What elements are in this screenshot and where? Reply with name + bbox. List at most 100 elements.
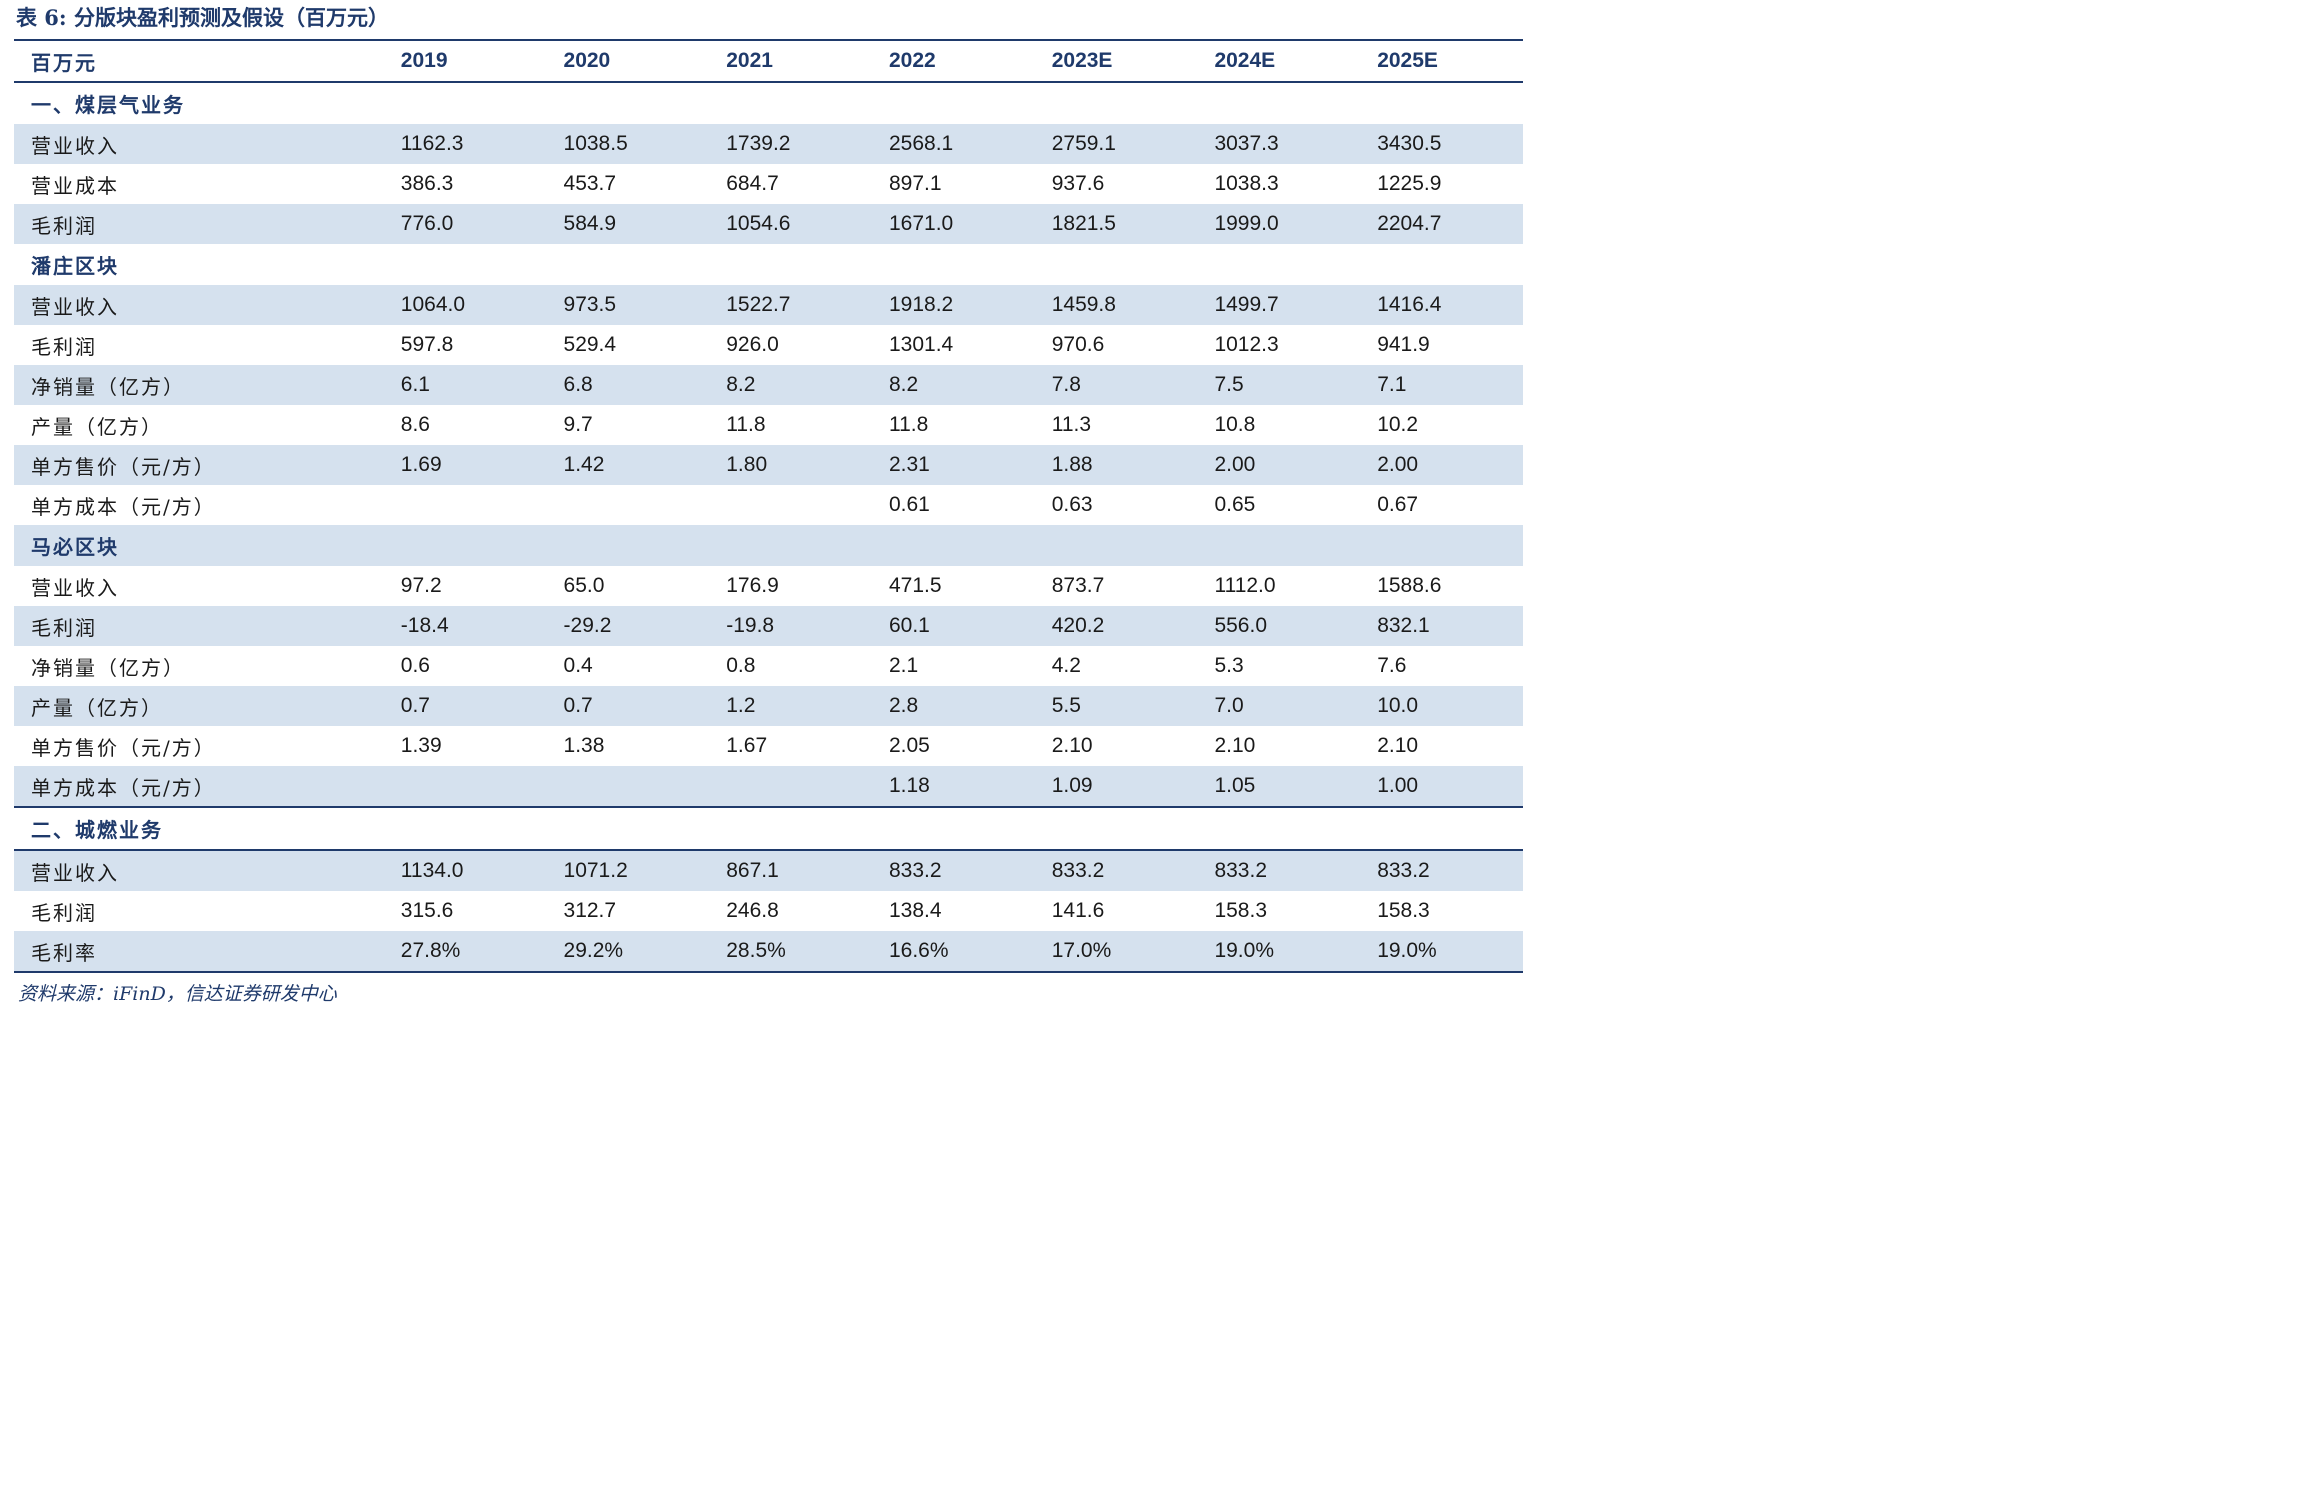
value-cell: 973.5 [546, 285, 710, 325]
table-row: 毛利润 -18.4 -29.2 -19.8 60.1 420.2 556.0 832.1 [14, 606, 1523, 646]
value-cell [546, 766, 710, 807]
value-cell: 5.3 [1214, 654, 1244, 677]
value-cell: 60.1 [871, 606, 1035, 646]
value-cell: 97.2 [400, 574, 442, 597]
value-cell: 1134.0 [383, 849, 547, 891]
value-cell: 833.2 [871, 849, 1035, 891]
value-cell [546, 525, 710, 566]
value-cell: 11.8 [726, 413, 766, 436]
value-cell: 1.38 [563, 734, 605, 757]
value-cell: 2.00 [1197, 445, 1361, 485]
value-cell: 1112.0 [1214, 574, 1276, 597]
value-cell: 3037.3 [1197, 124, 1361, 164]
row-label: 产量（亿方） [14, 686, 384, 726]
value-cell [1360, 244, 1523, 285]
value-cell: 1821.5 [1034, 204, 1198, 244]
value-cell: 1588.6 [1377, 574, 1442, 597]
value-cell [871, 806, 1035, 850]
forecast-table: 百万元 2019 2020 2021 2022 2023E 2024E 2025… [14, 39, 1523, 973]
header-year-cell: 2020 [546, 39, 710, 83]
row-label: 单方售价（元/方） [14, 445, 384, 485]
row-label: 单方售价（元/方） [31, 735, 216, 760]
section-label: 潘庄区块 [31, 254, 119, 278]
section-label: 二、城燃业务 [14, 806, 384, 850]
row-label: 营业收入 [14, 285, 384, 325]
value-cell [871, 525, 1035, 566]
table-row: 营业收入 1134.0 1071.2 867.1 833.2 833.2 833.2 833.… [14, 849, 1523, 891]
value-cell: 1416.4 [1360, 285, 1523, 325]
value-cell: 1522.7 [709, 285, 872, 325]
value-cell: -29.2 [546, 606, 710, 646]
table-row: 毛利润 776.0 584.9 1054.6 1671.0 1821.5 1999.0 220… [14, 204, 1523, 244]
value-cell: 937.6 [1051, 172, 1105, 195]
value-cell: 833.2 [1197, 849, 1361, 891]
table-row: 毛利润 315.6 312.7 246.8 138.4 141.6 158.3 158.3 [14, 891, 1523, 931]
value-cell: 1499.7 [1197, 285, 1361, 325]
value-cell: 4.2 [1051, 654, 1081, 677]
value-cell [1035, 82, 1198, 124]
value-cell [1035, 244, 1198, 285]
value-cell: 1671.0 [871, 204, 1035, 244]
value-cell: 386.3 [400, 172, 454, 195]
row-label: 净销量（亿方） [14, 365, 384, 405]
value-cell: -18.4 [383, 606, 547, 646]
table-row: 营业收入 1064.0 973.5 1522.7 1918.2 1459.8 1499.7 1… [14, 285, 1523, 325]
value-cell: 471.5 [888, 574, 942, 597]
value-cell: 1459.8 [1034, 285, 1198, 325]
value-cell [384, 244, 547, 285]
value-cell: 2.10 [1214, 734, 1256, 757]
value-cell [872, 244, 1035, 285]
value-cell [1360, 82, 1523, 124]
value-cell: 2204.7 [1360, 204, 1523, 244]
value-cell: -19.8 [709, 606, 872, 646]
value-cell: 6.1 [383, 365, 547, 405]
table-row: 毛利率 27.8% 29.2% 28.5% 16.6% 17.0% 19.0% 19.0% [14, 931, 1523, 973]
table-caption: 表 6: 分版块盈利预测及假设（百万元） [16, 5, 389, 30]
value-cell [709, 806, 872, 850]
row-label: 毛利率 [14, 931, 384, 973]
value-cell: 529.4 [563, 333, 617, 356]
value-cell: 833.2 [1034, 849, 1198, 891]
value-cell [1197, 82, 1360, 124]
table-row: 营业成本 386.3 453.7 684.7 897.1 937.6 1038.3 1225.… [14, 164, 1523, 204]
value-cell [384, 485, 547, 525]
value-cell: 1.05 [1197, 766, 1361, 807]
value-cell: 2.05 [888, 734, 930, 757]
value-cell: 0.6 [400, 654, 430, 677]
section-label: 马必区块 [14, 525, 384, 566]
value-cell: 867.1 [709, 849, 872, 891]
value-cell: 10.8 [1214, 413, 1256, 436]
table-row: 营业收入 97.2 65.0 176.9 471.5 873.7 1112.0 1588.6 [14, 566, 1523, 606]
value-cell: 1.42 [546, 445, 710, 485]
value-cell: 1038.5 [546, 124, 710, 164]
value-cell: 1.00 [1360, 766, 1523, 807]
value-cell: 1162.3 [383, 124, 547, 164]
value-cell: 1.18 [871, 766, 1035, 807]
value-cell: 2.00 [1360, 445, 1523, 485]
value-cell: 1.67 [726, 734, 768, 757]
value-cell: 970.6 [1051, 333, 1105, 356]
value-cell: 141.6 [1051, 899, 1105, 922]
value-cell: 158.3 [1214, 899, 1268, 922]
value-cell: 1.2 [709, 686, 872, 726]
value-cell: 7.0 [1197, 686, 1361, 726]
value-cell: 246.8 [726, 899, 779, 922]
value-cell: 1054.6 [709, 204, 872, 244]
header-year-cell: 2025E [1360, 39, 1523, 83]
value-cell [547, 485, 710, 525]
value-cell [1197, 244, 1360, 285]
value-cell: 7.8 [1034, 365, 1198, 405]
value-cell [709, 485, 872, 525]
value-cell [1197, 806, 1361, 850]
value-cell: 19.0% [1197, 931, 1361, 973]
value-cell: 312.7 [563, 899, 617, 922]
value-cell: 1.88 [1034, 445, 1198, 485]
value-cell: 0.63 [1051, 493, 1093, 516]
value-cell: 1999.0 [1197, 204, 1361, 244]
value-cell [1360, 806, 1523, 850]
value-cell: 1.80 [709, 445, 872, 485]
table-row: 产量（亿方） 8.6 9.7 11.8 11.8 11.3 10.8 10.2 [14, 405, 1523, 445]
row-label: 净销量（亿方） [31, 655, 185, 680]
row-label: 毛利润 [31, 900, 97, 925]
value-cell: 7.5 [1197, 365, 1361, 405]
